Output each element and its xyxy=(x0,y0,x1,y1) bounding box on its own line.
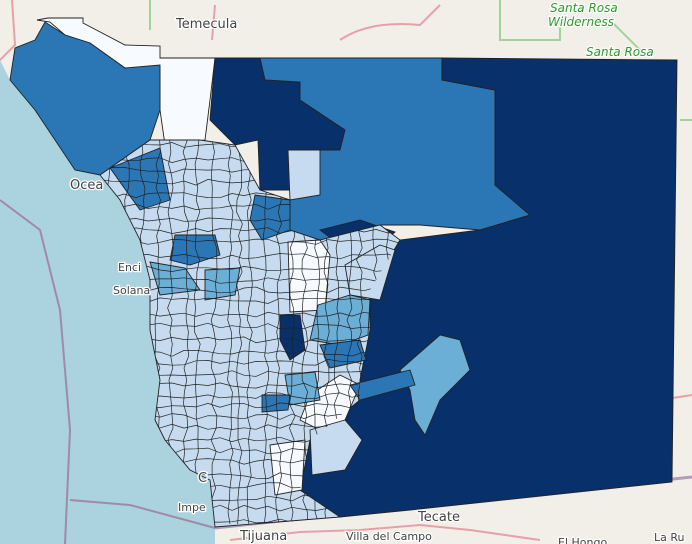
maritime-boundary xyxy=(0,199,216,544)
map-labels: Temecula Santa Rosa Wilderness Santa Ros… xyxy=(69,0,686,544)
label-oceanside: Ocea xyxy=(70,178,103,193)
label-la-rumorosa: La Ru xyxy=(654,531,685,544)
label-santa-rosa-wilderness-2: Wilderness xyxy=(548,15,614,29)
tract-boundary xyxy=(210,140,218,525)
choropleth-regions xyxy=(9,17,678,528)
label-tijuana: Tijuana xyxy=(239,529,287,544)
region-camp-pendleton[interactable] xyxy=(9,21,161,176)
tract-boundary xyxy=(262,140,269,525)
tract-boundary xyxy=(226,140,234,525)
label-solana-beach: Solana xyxy=(113,284,150,297)
tract-boundary xyxy=(182,140,190,525)
label-villa-del-campo: Villa del Campo xyxy=(346,530,432,543)
label-coronado: C xyxy=(198,471,207,486)
region-rancho-bernardo[interactable] xyxy=(204,267,241,301)
label-el-hongo: El Hongo xyxy=(558,536,607,544)
label-santa-rosa: Santa Rosa xyxy=(586,45,654,59)
label-imperial-beach: Impe xyxy=(178,501,206,514)
park-boundary xyxy=(149,0,692,121)
label-temecula: Temecula xyxy=(175,17,237,32)
tract-boundary xyxy=(246,140,253,525)
region-el-cajon[interactable] xyxy=(261,394,291,413)
tract-boundary xyxy=(194,140,201,525)
ocean xyxy=(0,60,215,544)
tract-boundary xyxy=(236,140,243,525)
label-tecate: Tecate xyxy=(417,510,460,525)
region-ramona-north[interactable] xyxy=(287,149,321,201)
region-pine-valley[interactable] xyxy=(399,334,471,436)
region-otay[interactable] xyxy=(269,439,306,496)
region-descanso[interactable] xyxy=(349,369,416,401)
region-jamul[interactable] xyxy=(309,419,363,476)
label-santa-rosa-wilderness-1: Santa Rosa xyxy=(550,1,618,15)
label-encinitas: Enci xyxy=(118,261,141,274)
region-ramona[interactable] xyxy=(287,239,331,313)
